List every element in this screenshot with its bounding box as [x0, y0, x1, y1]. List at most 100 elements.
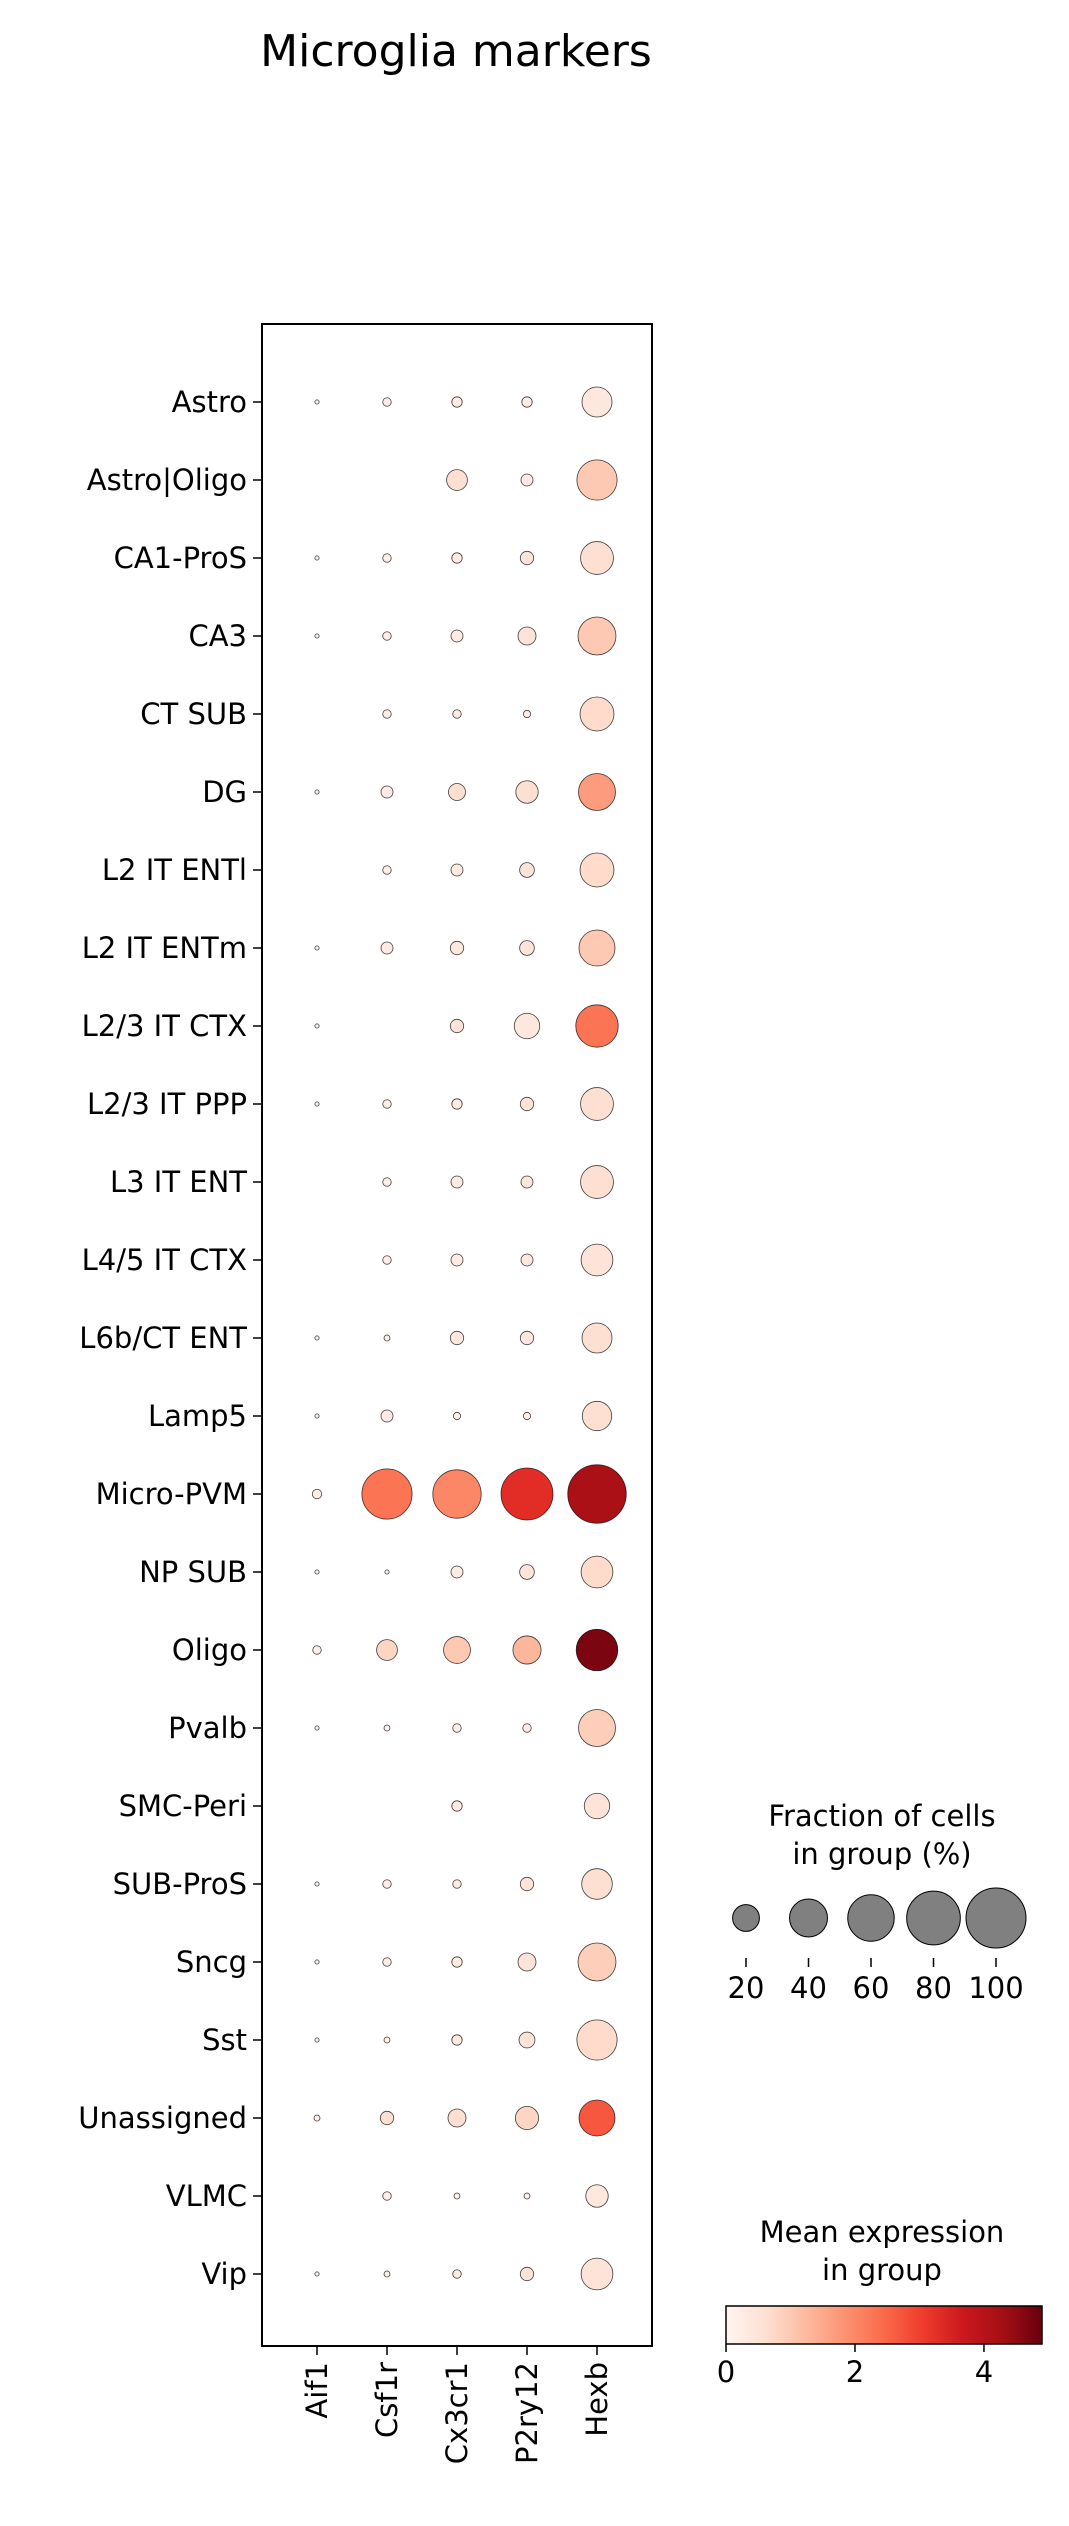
dot [515, 780, 539, 804]
row-label: L2 IT ENTl [102, 853, 247, 887]
dot [379, 2110, 395, 2126]
row-label: CA1-ProS [114, 541, 247, 575]
row-label: L2 IT ENTm [82, 931, 247, 965]
dot [380, 941, 394, 955]
dot [522, 1411, 532, 1421]
row-label: DG [202, 775, 247, 809]
row-label: Astro [172, 385, 247, 419]
dot [583, 1792, 611, 1820]
dot [451, 1098, 463, 1110]
dot [577, 1942, 617, 1982]
row-label: Sncg [176, 1945, 247, 1979]
dot [452, 1879, 462, 1889]
dot [382, 397, 392, 407]
dot [314, 789, 320, 795]
dot [519, 862, 535, 878]
dot [382, 1177, 392, 1187]
dot [382, 553, 392, 563]
row-label: Unassigned [78, 2101, 247, 2135]
dot [520, 1253, 534, 1267]
colorbar-label: 2 [846, 2355, 864, 2389]
row-label: VLMC [166, 2179, 247, 2213]
column-label: Csf1r [370, 2362, 404, 2438]
dot [450, 863, 464, 877]
dot [314, 945, 320, 951]
row-label: Micro-PVM [96, 1477, 247, 1511]
dot [581, 1868, 613, 1900]
dot [447, 2108, 467, 2128]
row-label: CT SUB [140, 697, 247, 731]
size-legend-label: 100 [968, 1971, 1023, 2005]
color-legend-title-line1: Mean expression [760, 2215, 1005, 2249]
dot [449, 940, 465, 956]
dot [519, 1876, 535, 1892]
dot [580, 1087, 614, 1121]
dot [313, 2114, 321, 2122]
dot [450, 1253, 464, 1267]
row-label: SMC-Peri [119, 1789, 247, 1823]
dot [575, 1004, 619, 1048]
size-legend: Fraction of cells in group (%) 20 40 60 80 1… [728, 1799, 1027, 2005]
column-label: Aif1 [300, 2362, 334, 2419]
colorbar [725, 2305, 1043, 2345]
dot [523, 2192, 531, 2200]
row-label: NP SUB [139, 1555, 247, 1589]
size-legend-label: 40 [790, 1971, 827, 2005]
dot [519, 550, 535, 566]
dot [514, 2105, 540, 2131]
dot [519, 2266, 535, 2282]
dot [451, 1956, 463, 1968]
dot [581, 386, 613, 418]
dot [580, 1243, 614, 1277]
dot [519, 1564, 535, 1580]
dot [519, 940, 535, 956]
column-labels: Aif1 Csf1r Cx3cr1 P2ry12 Hexb [300, 2346, 614, 2464]
dot [314, 2037, 320, 2043]
size-legend-label: 20 [728, 1971, 765, 2005]
row-label: L3 IT ENT [110, 1165, 247, 1199]
dot [383, 2036, 391, 2044]
dot [382, 2191, 392, 2201]
dot [576, 2019, 618, 2061]
dot [520, 1175, 534, 1189]
dot [579, 696, 615, 732]
dot [519, 1096, 535, 1112]
row-label: L2/3 IT CTX [82, 1009, 247, 1043]
dot [579, 852, 615, 888]
row-label: L2/3 IT PPP [87, 1087, 247, 1121]
dot [453, 2192, 461, 2200]
colorbar-label: 4 [975, 2355, 993, 2389]
dot [518, 2031, 536, 2049]
dot [452, 709, 462, 719]
dot [314, 1023, 320, 1029]
dot [314, 633, 320, 639]
dot [449, 1330, 465, 1346]
row-labels: Astro Astro|Oligo CA1-ProS CA3 CT SUB DG L2 IT… [78, 385, 262, 2291]
dot [521, 396, 533, 408]
dot [314, 1335, 320, 1341]
dot [580, 541, 614, 575]
dot [567, 1464, 627, 1524]
dot [580, 2257, 614, 2291]
row-label: L4/5 IT CTX [82, 1243, 247, 1277]
dot [383, 1334, 391, 1342]
dot [520, 473, 534, 487]
size-legend-dot [965, 1887, 1027, 1949]
dot [383, 2270, 391, 2278]
row-label: L6b/CT ENT [79, 1321, 247, 1355]
dot [578, 1709, 616, 1747]
dot [314, 1881, 320, 1887]
dot [361, 1468, 413, 1520]
dot [311, 1488, 323, 1500]
column-label: Cx3cr1 [440, 2362, 474, 2464]
dot [578, 773, 616, 811]
dot [452, 2269, 462, 2279]
dot [446, 469, 468, 491]
dot [519, 1330, 535, 1346]
dot [312, 1645, 322, 1655]
row-label: SUB-ProS [113, 1867, 247, 1901]
size-legend-title-line1: Fraction of cells [768, 1799, 995, 1833]
dot [382, 631, 392, 641]
dot [522, 709, 532, 719]
